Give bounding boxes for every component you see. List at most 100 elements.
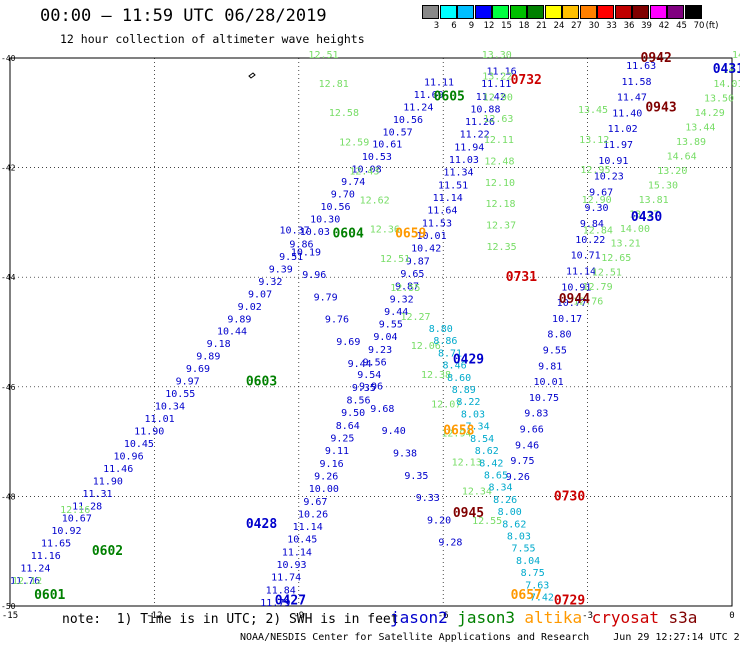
- wave-height-value: 11.02: [608, 124, 638, 135]
- colorbar-cell: [509, 5, 527, 19]
- footer-credit: NOAA/NESDIS Center for Satellite Applica…: [240, 632, 740, 643]
- page-title: 00:00 — 11:59 UTC 06/28/2019: [40, 6, 327, 26]
- wave-height-value: 10.55: [165, 389, 195, 400]
- wave-height-value: 8.42: [479, 458, 503, 469]
- lon-tick-label: -6: [438, 611, 449, 621]
- colorbar-cell: [667, 5, 684, 19]
- wave-height-value: 9.81: [538, 361, 562, 372]
- wave-height-value: 10.56: [393, 115, 423, 126]
- wave-height-value: 9.44: [348, 359, 372, 370]
- wave-height-value: 10.53: [362, 152, 392, 163]
- track-jason2-0428: 11.7611.2411.1611.6510.9210.6711.2811.31…: [10, 77, 454, 587]
- wave-height-value: 11.53: [422, 218, 452, 229]
- legend-altika: altika: [524, 608, 583, 627]
- pass-time-label: 0659: [395, 226, 426, 241]
- wave-height-value: 11.11: [481, 79, 511, 90]
- track-jason3-0605: 12.51 12.81 12.58 12.59 12.43 12.62 12.36 12.51…: [308, 50, 502, 527]
- wave-height-value: 12.55: [390, 283, 420, 294]
- wave-height-value: 9.39: [269, 264, 293, 275]
- wave-height-value: 11.79: [260, 598, 290, 609]
- wave-height-value: 9.96: [302, 270, 326, 281]
- wave-height-value: 14.29: [695, 108, 725, 119]
- wave-height-value: 11.97: [603, 140, 633, 151]
- wave-height-value: 10.00: [309, 484, 339, 495]
- wave-height-value: 12.76: [573, 297, 603, 308]
- wave-height-value: 8.86: [433, 336, 457, 347]
- wave-height-value: 9.65: [400, 269, 424, 280]
- lat-tick-label: -50: [1, 602, 16, 611]
- colorbar-label: 42: [658, 21, 670, 31]
- wave-height-value: 12.51: [380, 254, 410, 265]
- wave-height-value: 12.06: [411, 341, 441, 352]
- lon-tick-label: -9: [293, 611, 304, 621]
- wave-height-value: 11.24: [403, 102, 433, 113]
- wave-height-value: 9.26: [506, 472, 530, 483]
- pass-time-label: 0603: [246, 374, 277, 389]
- wave-height-value: 8.62: [475, 446, 499, 457]
- wave-height-value: 7.34: [466, 422, 490, 433]
- pass-time-label: 0427: [275, 594, 306, 609]
- wave-height-value: 10.56: [320, 202, 350, 213]
- colorbar-label: 12: [483, 21, 495, 31]
- legend-jason2: jason2: [390, 608, 448, 627]
- colorbar-cell: [597, 5, 614, 19]
- wave-height-value: 12.84: [583, 225, 613, 236]
- wave-height-value: 10.88: [470, 104, 500, 115]
- wave-height-value: 11.14: [566, 266, 596, 277]
- pass-time-label: 0731: [506, 270, 537, 285]
- wave-height-value: 12.63: [483, 114, 513, 125]
- wave-height-value: 9.87: [406, 256, 430, 267]
- wave-height-value: 9.55: [379, 320, 403, 331]
- wave-height-value: 9.18: [207, 339, 231, 350]
- wave-height-value: 9.33: [416, 493, 440, 504]
- colorbar-cell: [492, 5, 509, 19]
- wave-height-value: 9.35: [404, 471, 428, 482]
- wave-height-value: 11.47: [617, 93, 647, 104]
- wave-height-value: 10.75: [529, 393, 559, 404]
- wave-height-value: 8.64: [336, 421, 360, 432]
- wave-height-value: 10.77: [557, 298, 587, 309]
- wave-height-value: 8.65: [484, 470, 508, 481]
- wave-height-value: 11.65: [41, 539, 71, 550]
- wave-height-value: 9.56: [363, 358, 387, 369]
- wave-height-value: 7.63: [525, 580, 549, 591]
- wave-height-value: 12.13: [452, 458, 482, 469]
- wave-height-value: 13.22: [482, 71, 512, 82]
- wave-height-value: 12.11: [484, 135, 514, 146]
- wave-height-value: 9.67: [589, 187, 613, 198]
- wave-height-value: 13.81: [639, 195, 669, 206]
- wave-height-value: 8.80: [547, 330, 571, 341]
- wave-height-value: 12.90: [582, 195, 612, 206]
- track-jason3-0942: 14.38 14.26 14.01 13.50 14.29 13.44 13.89 14.64…: [573, 50, 740, 308]
- wave-height-value: 15.30: [648, 181, 678, 192]
- colorbar-cell: [439, 5, 457, 19]
- wave-height-value: 12.51: [592, 268, 622, 279]
- colorbar-label: 3: [433, 21, 440, 31]
- wave-height-value: 9.32: [390, 294, 414, 305]
- wave-height-value: 11.90: [93, 476, 123, 487]
- colorbar-label: 6: [451, 21, 457, 31]
- colorbar-label: 21: [536, 21, 547, 31]
- wave-height-value: 10.03: [300, 227, 330, 238]
- wave-height-value: 9.04: [373, 332, 397, 343]
- wave-height-value: 11.64: [427, 206, 457, 217]
- wave-height-value: 9.79: [314, 292, 338, 303]
- wave-height-value: 13.89: [676, 137, 706, 148]
- wave-height-value: 12.55: [472, 516, 502, 527]
- footer-note: note: 1) Time is in UTC; 2) SWH is in fe…: [62, 612, 399, 627]
- wave-height-value: 13.20: [657, 166, 687, 177]
- wave-height-value: 9.69: [336, 337, 360, 348]
- wave-height-value: 11.90: [134, 426, 164, 437]
- wave-height-value: 11.76: [10, 576, 40, 587]
- colorbar-label: 15: [501, 21, 512, 31]
- track-jason2-cross: 10.37 10.19 9.96 9.79 9.76 9.69 9.44 9.96 9.68 9.…: [280, 225, 463, 548]
- wave-height-value: 10.23: [594, 172, 624, 183]
- colorbar-label: 39: [641, 21, 652, 31]
- colorbar-label: 24: [553, 21, 565, 31]
- map-grid: [10, 58, 732, 606]
- wave-height-value: 10.45: [287, 535, 317, 546]
- wave-height-value: 11.84: [266, 585, 296, 596]
- wave-height-value: 9.74: [341, 177, 365, 188]
- pass-labels: 0942 0431 0943 0732 0605 0430 0604 0659 0731 0944…: [34, 51, 740, 609]
- map-frame: [9, 57, 733, 607]
